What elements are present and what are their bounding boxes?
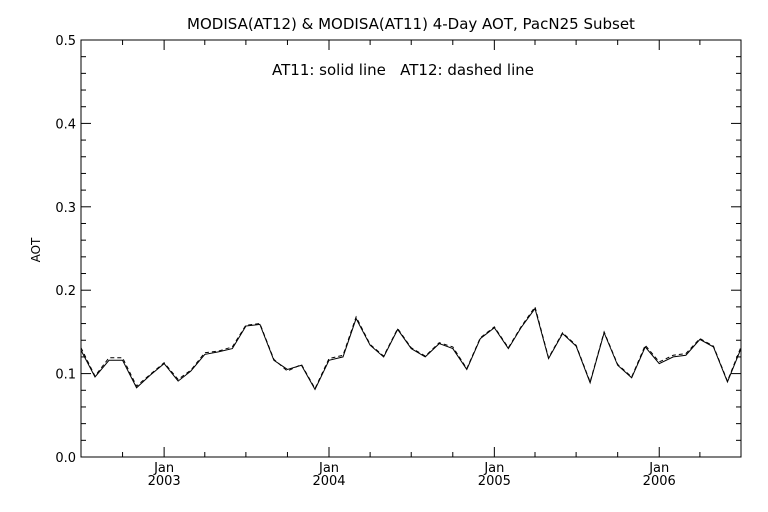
y-tick-label: 0.1: [55, 368, 76, 383]
x-tick-year-label: 2004: [312, 474, 345, 489]
plot-frame: [80, 39, 742, 458]
x-tick-year-label: 2005: [478, 474, 511, 489]
y-axis-label: AOT: [29, 237, 43, 262]
x-tick-month-label: Jan: [318, 461, 339, 476]
series-line-at12: [80, 305, 742, 390]
y-tick-label: 0.0: [55, 451, 76, 466]
y-tick-label: 0.3: [55, 201, 76, 216]
series-layer: [80, 305, 742, 391]
chart-title: MODISA(AT12) & MODISA(AT11) 4-Day AOT, P…: [187, 15, 635, 33]
x-tick-year-label: 2003: [148, 474, 181, 489]
y-tick-label: 0.2: [55, 284, 76, 299]
y-axis-ticks: 0.0 0.1 0.2 0.3 0.4 0.5: [55, 34, 741, 466]
y-tick-label: 0.5: [55, 34, 76, 49]
line-style-annotation: AT11: solid line AT12: dashed line: [272, 61, 534, 79]
y-tick-label: 0.4: [55, 117, 76, 132]
series-line-at11: [80, 307, 742, 391]
x-tick-month-label: Jan: [153, 461, 174, 476]
x-tick-month-label: Jan: [648, 461, 669, 476]
x-tick-month-label: Jan: [483, 461, 504, 476]
x-tick-year-label: 2006: [643, 474, 676, 489]
